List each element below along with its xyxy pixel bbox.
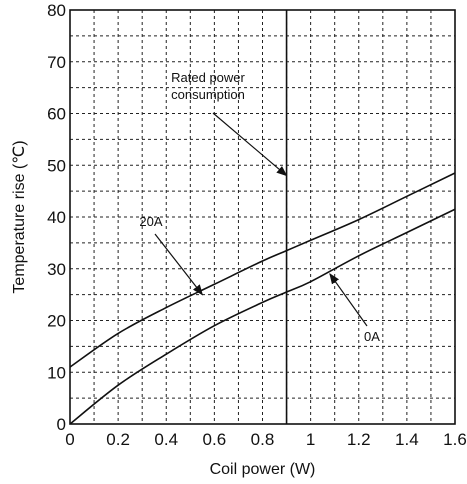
y-tick-label: 0 bbox=[57, 415, 66, 434]
y-tick-label: 40 bbox=[47, 208, 66, 227]
x-tick-label: 1.2 bbox=[347, 430, 371, 449]
series-line-0a bbox=[69, 208, 456, 425]
x-tick-label: 0.6 bbox=[203, 430, 227, 449]
y-tick-label: 80 bbox=[47, 1, 66, 20]
annotation: Rated power consumption bbox=[171, 70, 288, 177]
annotation: 0A bbox=[329, 273, 380, 344]
series-lines bbox=[69, 172, 456, 425]
annotation-label: 20A bbox=[139, 214, 162, 229]
x-tick-label: 0.8 bbox=[251, 430, 275, 449]
annotation-arrow bbox=[154, 233, 204, 296]
x-tick-label: 1.6 bbox=[443, 430, 467, 449]
annotation-arrow bbox=[329, 273, 368, 327]
y-tick-label: 70 bbox=[47, 53, 66, 72]
x-tick-label: 0.2 bbox=[106, 430, 130, 449]
y-tick-label: 20 bbox=[47, 312, 66, 331]
plot-frame bbox=[69, 9, 456, 425]
y-axis-title: Temperature rise (℃) bbox=[11, 140, 28, 293]
annotation-label: consumption bbox=[171, 87, 245, 102]
annotation-arrow bbox=[212, 112, 288, 177]
y-tick-label: 30 bbox=[47, 260, 66, 279]
x-tick-label: 1 bbox=[306, 430, 315, 449]
tick-labels: 0 0.2 0.4 0.6 0.8 1 1.2 1.4 1.6 0 10 20 30 40 50 60 70 80 bbox=[47, 1, 467, 449]
x-tick-label: 0.4 bbox=[154, 430, 178, 449]
annotation-label: Rated power bbox=[171, 70, 245, 85]
annotation-label: 0A bbox=[364, 329, 380, 344]
y-tick-label: 60 bbox=[47, 105, 66, 124]
y-tick-label: 50 bbox=[47, 156, 66, 175]
x-tick-label: 0 bbox=[65, 430, 74, 449]
annotations: Rated power consumption 20A 0A bbox=[139, 70, 380, 344]
y-tick-label: 10 bbox=[47, 363, 66, 382]
x-tick-label: 1.4 bbox=[395, 430, 419, 449]
x-axis-title: Coil power (W) bbox=[210, 461, 316, 478]
annotation: 20A bbox=[139, 214, 204, 296]
grid bbox=[70, 10, 455, 424]
series-line-20a bbox=[69, 172, 456, 368]
